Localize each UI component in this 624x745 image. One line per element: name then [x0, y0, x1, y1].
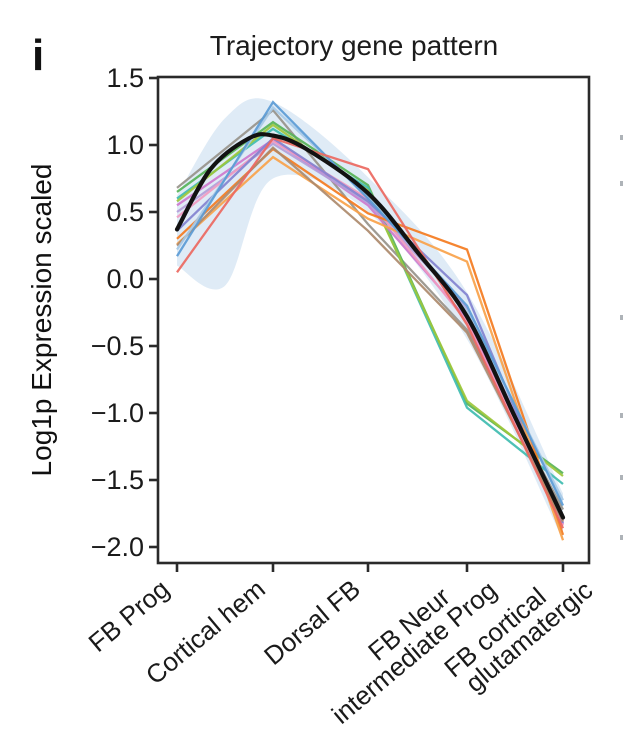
mean-trajectory-line	[174, 132, 566, 520]
gene-line-light-orange	[176, 155, 565, 541]
crop-artifact-mark	[620, 135, 623, 140]
confidence-band	[177, 98, 563, 541]
x-tick-label: FB Prog	[83, 574, 175, 658]
y-tick-label: 1.0	[106, 130, 144, 160]
crop-artifact-mark	[620, 315, 623, 320]
crop-artifact-mark	[620, 413, 623, 418]
x-tick-label: Dorsal FB	[258, 574, 366, 671]
plot-box	[156, 75, 591, 565]
y-tick-label: 0.0	[106, 264, 144, 294]
crop-artifact-mark	[620, 535, 623, 540]
chart-title: Trajectory gene pattern	[209, 30, 499, 61]
y-tick-label: −1.0	[91, 398, 144, 428]
crop-artifact-mark	[620, 181, 623, 186]
gene-line-salmon	[176, 136, 565, 529]
y-tick-label: 0.5	[106, 197, 144, 227]
y-tick-label: −0.5	[91, 331, 144, 361]
y-tick-label: 1.5	[106, 63, 144, 93]
y-tick-label: −2.0	[91, 532, 144, 562]
y-tick-label: −1.5	[91, 465, 144, 495]
gene-line-brown	[176, 146, 565, 523]
panel-label: i	[32, 31, 45, 80]
gene-line-steel-blue	[176, 100, 565, 506]
y-axis: 1.5 1.0 0.5 0.0 −0.5 −1.0 −1.5 −2.0	[91, 63, 158, 562]
crop-artifact-mark	[620, 475, 623, 480]
gene-lines	[176, 100, 565, 541]
